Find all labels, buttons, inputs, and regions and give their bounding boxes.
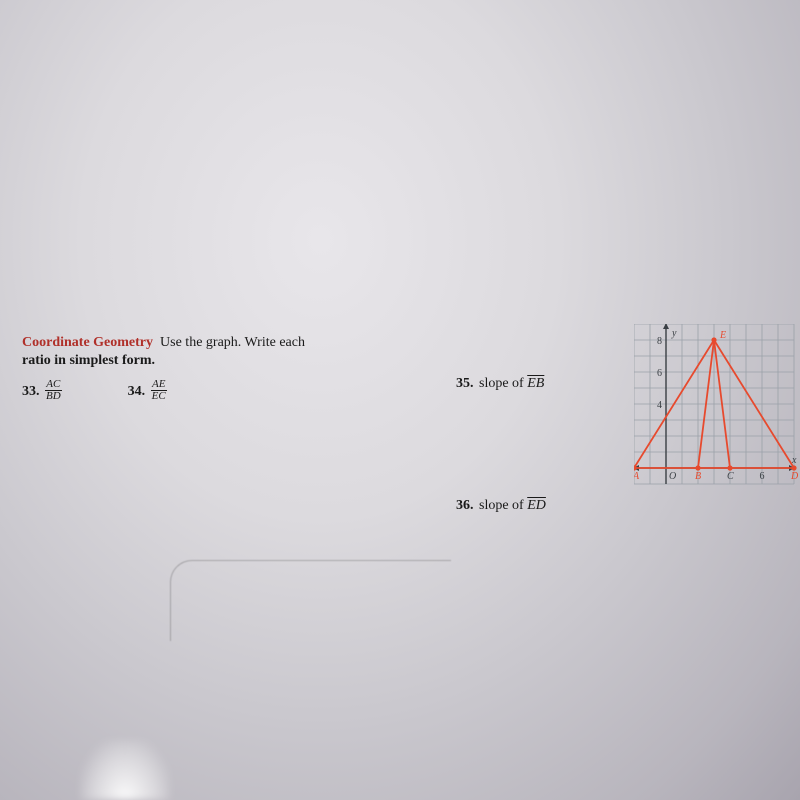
svg-text:6: 6: [760, 471, 765, 482]
problem-35: 35. slope of EB: [456, 376, 656, 392]
problem-33-number: 33.: [22, 384, 40, 399]
svg-text:8: 8: [657, 336, 662, 347]
heading-line-2: ratio in simplest form.: [22, 352, 582, 370]
problem-36-text: slope of: [479, 498, 527, 513]
svg-text:C: C: [727, 471, 734, 482]
problem-34-number: 34.: [128, 384, 146, 399]
problem-36: 36. slope of ED: [456, 498, 656, 514]
heading-red: Coordinate Geometry: [22, 335, 153, 350]
tablet-reflection: [170, 560, 451, 641]
svg-text:4: 4: [657, 400, 662, 411]
problem-34: 34. AE EC: [128, 380, 167, 403]
problem-34-fraction: AE EC: [151, 379, 167, 402]
problem-33: 33. AC BD: [22, 380, 62, 403]
problem-36-segment: ED: [527, 498, 546, 513]
problem-35-segment: EB: [527, 376, 544, 391]
heading-text-1: Use the graph. Write each: [160, 335, 305, 350]
problem-36-number: 36.: [456, 498, 474, 513]
graph-svg: 4686yxOABCDE: [634, 324, 800, 500]
svg-text:6: 6: [657, 368, 662, 379]
svg-text:E: E: [719, 330, 726, 341]
svg-text:B: B: [695, 471, 701, 482]
svg-text:O: O: [669, 471, 676, 482]
svg-text:D: D: [790, 471, 799, 482]
problem-33-denominator: BD: [45, 391, 62, 402]
problem-33-fraction: AC BD: [45, 379, 62, 402]
svg-text:A: A: [634, 471, 640, 482]
heading-line-1: Coordinate Geometry Use the graph. Write…: [22, 334, 582, 352]
coordinate-graph: 4686yxOABCDE: [634, 324, 800, 505]
svg-text:y: y: [671, 328, 677, 339]
camera-glare: [80, 740, 170, 800]
problem-35-text: slope of: [479, 376, 527, 391]
problem-34-denominator: EC: [151, 391, 167, 402]
problem-block: Coordinate Geometry Use the graph. Write…: [22, 334, 582, 403]
problem-35-number: 35.: [456, 376, 474, 391]
heading-text-2: ratio in simplest form.: [22, 353, 155, 368]
